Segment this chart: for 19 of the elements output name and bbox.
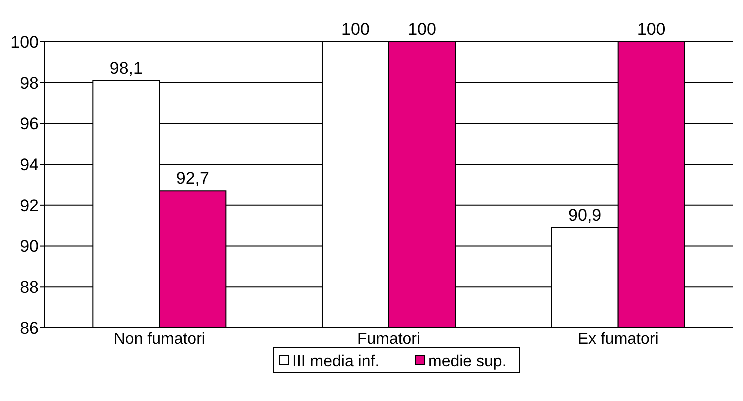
x-tick-label: Ex fumatori bbox=[578, 331, 659, 348]
x-tick-label: Fumatori bbox=[357, 331, 421, 348]
legend-label: III media inf. bbox=[292, 354, 380, 371]
y-tick-label: 86 bbox=[20, 318, 39, 338]
legend-label: medie sup. bbox=[428, 354, 507, 371]
data-label: 98,1 bbox=[110, 58, 143, 78]
y-tick-label: 92 bbox=[20, 196, 39, 216]
y-tick-label: 96 bbox=[20, 114, 39, 134]
y-tick-label: 94 bbox=[20, 156, 39, 175]
x-tick-label: Non fumatori bbox=[114, 331, 206, 348]
y-tick-label: 88 bbox=[20, 278, 39, 298]
data-label: 90,9 bbox=[568, 206, 602, 225]
data-label: 100 bbox=[637, 20, 666, 39]
y-tick-label: 98 bbox=[20, 74, 39, 93]
y-tick-label: 90 bbox=[20, 237, 39, 256]
data-label: 100 bbox=[408, 20, 436, 39]
data-label: 100 bbox=[342, 20, 370, 39]
data-label: 92,7 bbox=[176, 169, 210, 188]
y-tick-label: 100 bbox=[10, 32, 39, 52]
